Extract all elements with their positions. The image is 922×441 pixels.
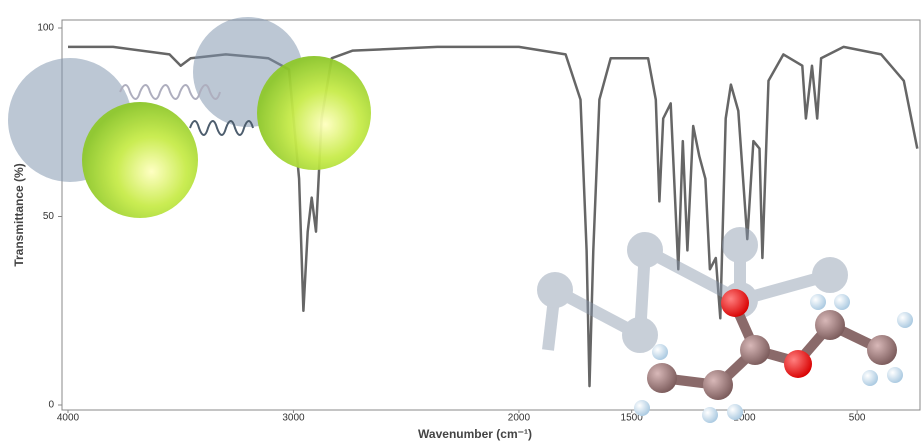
x-tick-label: 500 bbox=[849, 413, 866, 424]
x-tick-label: 1500 bbox=[621, 413, 644, 424]
decoration-spring bbox=[8, 17, 371, 218]
x-tick-label: 2000 bbox=[508, 413, 531, 424]
y-axis-title: Transmittance (%) bbox=[12, 163, 26, 266]
x-tick-label: 4000 bbox=[57, 413, 80, 424]
decoration-molecule bbox=[537, 227, 913, 423]
y-tick-label: 50 bbox=[43, 211, 55, 222]
x-axis-title: Wavenumber (cm⁻¹) bbox=[418, 427, 532, 441]
x-tick-label: 3000 bbox=[282, 413, 305, 424]
plot: 0 50 100 4000 3000 2000 1500 1000 500 bbox=[37, 23, 919, 424]
y-tick-label: 100 bbox=[37, 23, 54, 34]
plot-frame bbox=[61, 19, 921, 411]
y-tick-label: 0 bbox=[48, 400, 54, 411]
spectrum-line bbox=[68, 45, 919, 388]
x-tick-label: 1000 bbox=[733, 413, 756, 424]
